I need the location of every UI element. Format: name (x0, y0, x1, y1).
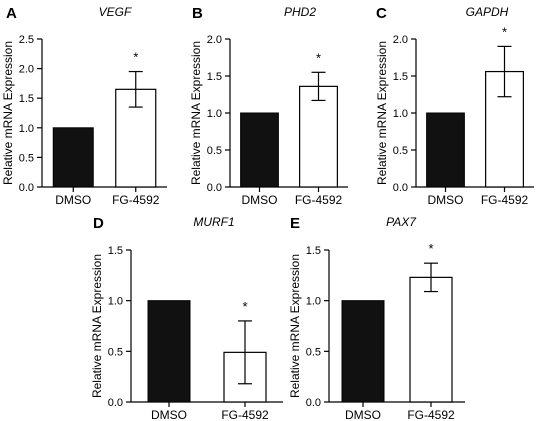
panel-c-category-label: FG-4592 (481, 193, 529, 207)
panel-b-bar-fg4592 (299, 85, 338, 188)
panel-a-ytick-label: 0.5 (19, 152, 34, 164)
panel-c-title: GAPDH (466, 5, 509, 19)
panel-a-category-label: FG-4592 (112, 193, 160, 207)
panel-d-ylabel: Relative mRNA Expression (90, 254, 104, 398)
panel-b-category-label: DMSO (242, 193, 278, 207)
panel-e-ytick-label: 1.0 (306, 296, 321, 308)
panel-b-title: PHD2 (284, 5, 316, 19)
panel-b-ytick-label: 0.0 (207, 182, 222, 194)
panel-a-ytick-label: 1.5 (19, 93, 34, 105)
panel-e-bar-fg4592 (409, 276, 453, 403)
panel-d-letter: D (93, 215, 104, 232)
panel-e-ylabel: Relative mRNA Expression (288, 254, 302, 398)
panel-d-ytick-label: 0.5 (108, 346, 123, 358)
panel-c-significance: * (502, 24, 507, 39)
panel-c-ylabel: Relative mRNA Expression (375, 41, 389, 185)
panel-b-ylabel: Relative mRNA Expression (189, 41, 203, 185)
panel-c-ytick-label: 1.0 (393, 108, 408, 120)
panel-e-ytick-label: 0.0 (306, 397, 321, 409)
panel-a-ytick-label: 2.0 (19, 64, 34, 76)
panel-c-ytick-label: 0.5 (393, 145, 408, 157)
panel-b-letter: B (192, 5, 203, 22)
panel-c-category-label: DMSO (428, 193, 464, 207)
panel-a-category-label: DMSO (55, 193, 91, 207)
panel-a-ytick-label: 2.5 (19, 34, 34, 46)
panel-a-significance: * (133, 50, 138, 65)
panel-a-bar-dmso (52, 127, 94, 188)
panel-e-bar-dmso (341, 300, 385, 403)
panel-b-ytick-label: 1.5 (207, 71, 222, 83)
panel-e-letter: E (290, 215, 300, 232)
panel-a-title: VEGF (99, 5, 132, 19)
panel-d-category-label: DMSO (151, 408, 187, 421)
panel-e-category-label: FG-4592 (407, 408, 455, 421)
panel-c-ytick-label: 0.0 (393, 182, 408, 194)
panel-c-ytick-label: 1.5 (393, 71, 408, 83)
panel-a-ytick-label: 0.0 (19, 182, 34, 194)
panel-b-bar-dmso (240, 112, 279, 188)
panel-d-ytick-label: 0.0 (108, 397, 123, 409)
panel-b-ytick-label: 2.0 (207, 34, 222, 46)
panel-d-ytick-label: 1.5 (108, 245, 123, 257)
panel-d-title: MURF1 (193, 215, 234, 229)
panel-b-ytick-label: 1.0 (207, 108, 222, 120)
panel-a-ytick-label: 1.0 (19, 123, 34, 135)
panel-e-title: PAX7 (386, 215, 417, 229)
panel-e-category-label: DMSO (345, 408, 381, 421)
panel-b-ytick-label: 0.5 (207, 145, 222, 157)
panel-b-category-label: FG-4592 (295, 193, 343, 207)
panel-b-significance: * (316, 50, 321, 65)
panel-c-letter: C (376, 5, 387, 22)
panel-e-ytick-label: 1.5 (306, 245, 321, 257)
panel-c-ytick-label: 2.0 (393, 34, 408, 46)
panel-e-significance: * (428, 241, 433, 256)
panel-e-ytick-label: 0.5 (306, 346, 321, 358)
panel-d-significance: * (242, 299, 247, 314)
panel-d-category-label: FG-4592 (221, 408, 269, 421)
panel-c-bar-fg4592 (485, 70, 524, 188)
panel-d-ytick-label: 1.0 (108, 296, 123, 308)
panel-a-letter: A (6, 5, 17, 22)
panel-c-bar-dmso (426, 112, 465, 188)
panel-a-ylabel: Relative mRNA Expression (1, 41, 15, 185)
panel-d-bar-dmso (147, 300, 191, 403)
